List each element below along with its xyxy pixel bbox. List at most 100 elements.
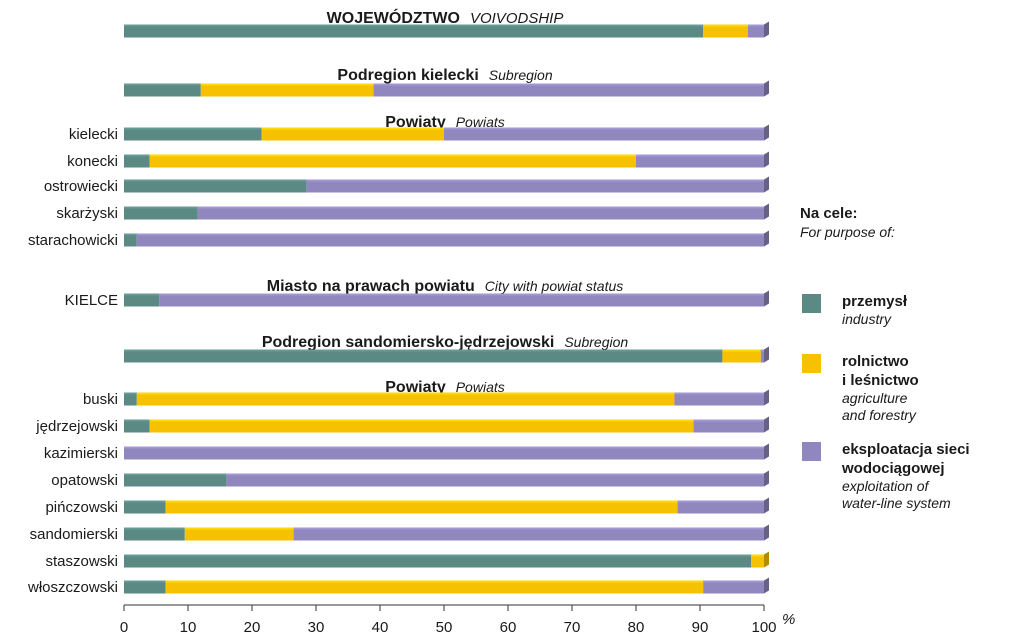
bar-segment-highlight [373,83,764,86]
legend-label-en: industry [842,311,892,327]
legend-title: Na cele: [800,205,858,222]
bar-end-cap [764,124,769,141]
legend-swatch-waterline [802,442,821,461]
bar-segment-highlight [636,154,764,157]
bar-segment-agriculture [200,83,374,97]
x-tick-label: 50 [436,619,453,636]
x-axis-unit: % [782,611,795,628]
bar-segment-industry [124,83,201,97]
bar-end-cap [764,443,769,460]
bar-segment-highlight [703,24,748,27]
legend-label-en: exploitation of [842,478,929,494]
row-label: pińczowski [45,499,118,516]
x-tick-label: 100 [751,619,776,636]
bar-segment-highlight [124,446,764,449]
bar-segment-highlight [136,233,765,236]
bar-segment-agriculture [136,392,675,406]
bar-segment-highlight [444,127,764,130]
bar-segment-agriculture [722,349,761,363]
bar-segment-waterline [293,527,764,541]
bar-segment-waterline [748,24,764,38]
x-tick-label: 0 [120,619,128,636]
bar-segment-highlight [306,179,764,182]
bar-segment-highlight [226,473,764,476]
bar-end-cap [764,151,769,168]
legend-swatch-industry [802,294,821,313]
bar-segment-industry [124,154,150,168]
bar-segment-industry [124,206,198,220]
bar-segment-agriculture [149,419,694,433]
bar-end-cap [764,389,769,406]
bar-segment-highlight [677,500,764,503]
bar-segment-highlight [197,206,765,209]
bar-end-cap [764,346,769,363]
row-label: staszowski [45,553,118,570]
row-label: włoszczowski [27,579,118,596]
x-tick-label: 60 [500,619,517,636]
bar-segment-highlight [722,349,761,352]
row-label: sandomierski [30,526,118,543]
bar-segment-industry [124,419,150,433]
bar-segment-highlight [124,127,262,130]
row-label: kazimierski [44,445,118,462]
bar-segment-agriculture [751,554,764,568]
legend-subtitle: For purpose of: [800,224,895,240]
bar-end-cap [764,551,769,568]
bar-segment-highlight [124,233,137,236]
bar-segment-highlight [674,392,764,395]
bar-segment-highlight [124,392,137,395]
bar-segment-waterline [703,580,764,594]
bar-segment-waterline [373,83,764,97]
legend-item-agriculture: rolnictwo i leśnictwo agriculture and fo… [800,352,1010,424]
bar-segment-industry [124,349,723,363]
bar-segment-highlight [165,580,704,583]
bar-end-cap [764,230,769,247]
legend-label-pl: wodociągowej [842,460,945,477]
bar-segment-highlight [124,500,166,503]
x-tick-label: 30 [308,619,325,636]
legend-item-waterline: eksploatacja sieci wodociągowej exploita… [800,440,1010,512]
row-label: skarżyski [56,205,118,222]
row-label: jędrzejowski [35,418,118,435]
bar-segment-industry [124,293,160,307]
group-heading: Podregion sandomiersko-jędrzejowski Subre… [262,334,629,351]
bar-segment-highlight [184,527,294,530]
bar-segment-waterline [197,206,765,220]
bar-segment-waterline [136,233,765,247]
bar-end-cap [764,176,769,193]
bar-segment-waterline [226,473,764,487]
bar-segment-highlight [703,580,764,583]
bar-segment-waterline [760,349,764,363]
row-label: buski [83,391,118,408]
bar-segment-agriculture [149,154,636,168]
bar-segment-industry [124,392,137,406]
group-heading: WOJEWÓDZTWO VOIVODSHIP [327,8,564,27]
bar-segment-highlight [748,24,764,27]
bar-segment-agriculture [165,580,704,594]
bar-segment-highlight [124,179,307,182]
group-heading: Miasto na prawach powiatu City with powia… [267,278,624,295]
bar-segment-industry [124,179,307,193]
legend-item-industry: przemysł industry [800,292,1010,328]
legend: Na cele: For purpose of: przemysł indust… [800,205,1010,512]
row-label: ostrowiecki [44,178,118,195]
bar-end-cap [764,203,769,220]
legend-label-en: agriculture [842,390,908,406]
legend-label-pl: i leśnictwo [842,372,919,389]
bar-end-cap [764,470,769,487]
bar-segment-waterline [306,179,764,193]
bar-segment-highlight [124,349,723,352]
bar-segment-highlight [751,554,764,557]
bar-end-cap [764,497,769,514]
x-tick-label: 90 [692,619,709,636]
bar-segment-highlight [124,580,166,583]
bar-segment-industry [124,233,137,247]
bar-segment-highlight [124,419,150,422]
bar-segment-industry [124,527,185,541]
bar-segment-highlight [293,527,764,530]
bar-segment-highlight [149,419,694,422]
x-tick-label: 80 [628,619,645,636]
bar-segment-highlight [124,554,752,557]
bar-end-cap [764,290,769,307]
